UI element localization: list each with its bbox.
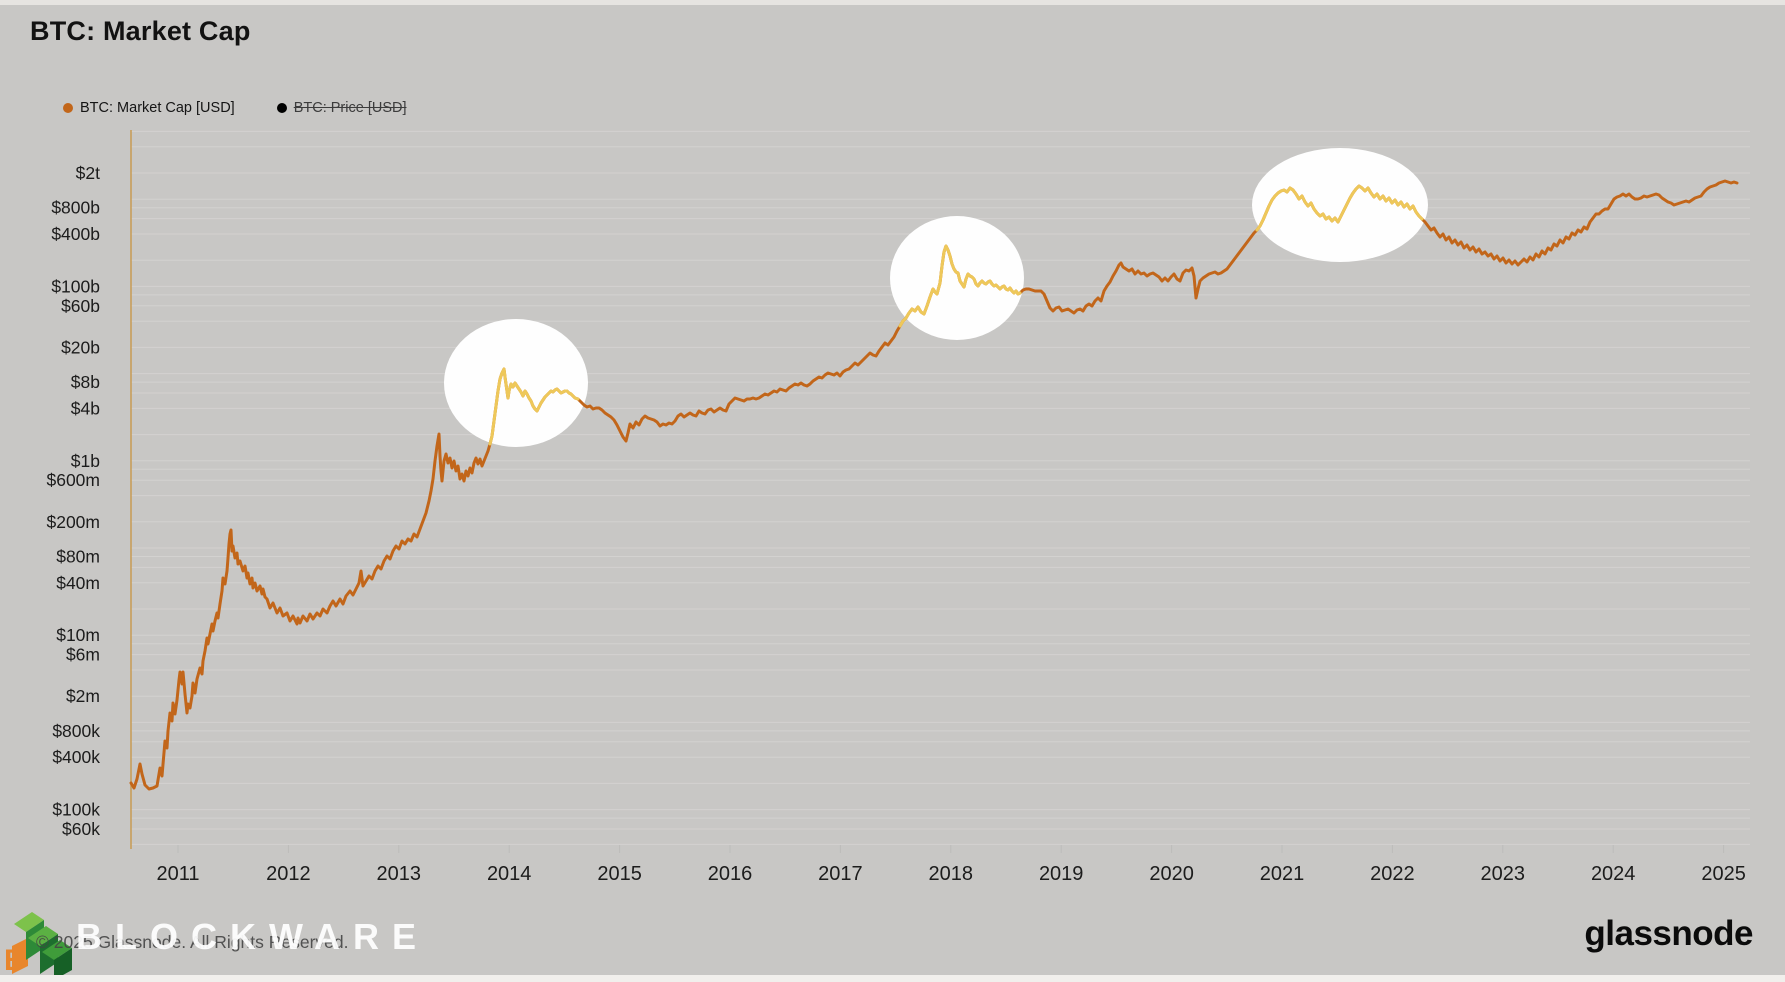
copyright-text: © 2025 Glassnode. All Rights Reserved. — [36, 932, 349, 952]
y-axis-labels: $2t $800b $400b $100b$60b $20b $8b $4b $1b$600m… — [46, 163, 100, 839]
y-tick-label: $4b — [71, 398, 100, 418]
marketcap-line-highlight — [898, 244, 1022, 328]
y-tick-label: $2m — [66, 686, 100, 706]
y-tick-label: $1b — [71, 451, 100, 471]
y-tick-label: $400b — [51, 224, 100, 244]
x-tick-label: 2012 — [266, 863, 311, 885]
glassnode-wordmark: glassnode — [1584, 914, 1753, 953]
y-tick-label: $800k — [52, 721, 100, 741]
y-tick-label: $80m — [56, 547, 100, 567]
y-tick-label: $40m — [56, 573, 100, 593]
top-edge-strip — [0, 0, 1785, 5]
x-tick-label: 2018 — [929, 863, 974, 885]
y-tick-label: $600m — [46, 470, 100, 490]
x-tick-label: 2021 — [1260, 863, 1305, 885]
y-tick-label: $200m — [46, 512, 100, 532]
legend-dot-market-cap-icon — [63, 103, 73, 113]
x-tick-label: 2017 — [818, 863, 863, 885]
marketcap-line — [129, 179, 1739, 791]
x-tick-label: 2025 — [1701, 863, 1746, 885]
y-tick-label: $6m — [66, 645, 100, 665]
x-tick-label: 2011 — [156, 863, 199, 885]
chart-legend: BTC: Market Cap [USD] BTC: Price [USD] — [63, 100, 449, 116]
y-tick-label: $60b — [61, 296, 100, 316]
legend-label-market-cap: BTC: Market Cap [USD] — [80, 100, 235, 116]
blockware-logo-icon: B — [4, 912, 72, 980]
y-tick-label: $100b — [51, 276, 100, 296]
y-tick-label: $60k — [62, 819, 100, 839]
page-title: BTC: Market Cap — [30, 16, 251, 46]
legend-item-price[interactable]: BTC: Price [USD] — [276, 100, 407, 116]
bottom-edge-strip — [0, 975, 1785, 982]
blockware-wordmark: BLOCKWARE — [76, 916, 429, 957]
y-tick-label: $8b — [71, 372, 100, 392]
x-tick-label: 2024 — [1591, 863, 1636, 885]
x-tick-label: 2014 — [487, 863, 532, 885]
x-tick-label: 2020 — [1149, 863, 1194, 885]
marketcap-line-highlight — [488, 367, 580, 446]
highlight-ellipse — [1252, 148, 1428, 262]
x-axis-labels: 2011 2012 2013 2014 2015 2016 2017 2018 2019 2020… — [156, 845, 1746, 885]
legend-dot-price-icon — [276, 103, 287, 113]
legend-item-market-cap[interactable]: BTC: Market Cap [USD] — [63, 100, 235, 116]
footer-left: B © 2025 Glassnode. All Rights Reserved.… — [0, 896, 560, 982]
y-tick-label: $2t — [76, 163, 100, 183]
y-tick-label: $400k — [52, 747, 100, 767]
y-tick-label: $20b — [61, 337, 100, 357]
x-tick-label: 2022 — [1370, 863, 1415, 885]
x-tick-label: 2013 — [377, 863, 422, 885]
marketcap-line-highlight — [1255, 184, 1424, 232]
x-tick-label: 2015 — [597, 863, 642, 885]
svg-text:B: B — [4, 944, 26, 977]
legend-label-price: BTC: Price [USD] — [293, 100, 407, 116]
x-tick-label: 2023 — [1481, 863, 1526, 885]
highlight-ellipse — [890, 216, 1024, 340]
x-tick-label: 2016 — [708, 863, 753, 885]
x-tick-label: 2019 — [1039, 863, 1084, 885]
y-tick-label: $800b — [51, 198, 100, 218]
y-tick-label: $10m — [56, 625, 100, 645]
y-tick-label: $100k — [52, 800, 100, 820]
